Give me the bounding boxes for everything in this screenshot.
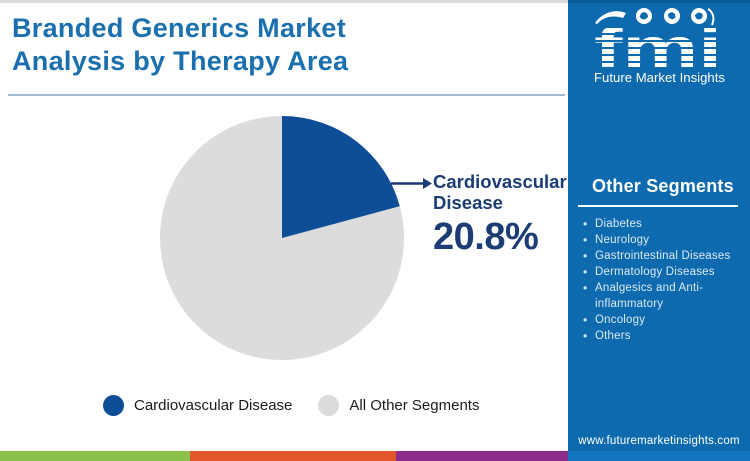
logo-tagline: Future Market Insights <box>594 71 725 85</box>
stripe-purple <box>396 451 568 461</box>
page-title: Branded Generics Market Analysis by Ther… <box>12 12 348 78</box>
sidebar: fmi Future Market Insights Other Segment… <box>568 0 750 461</box>
globe-icon <box>691 8 707 24</box>
callout-label: Cardiovascular Disease <box>433 171 567 213</box>
globe-icon <box>636 8 652 24</box>
orbit-arc-icon <box>707 8 715 26</box>
other-segments-panel: Other Segments Diabetes Neurology Gastro… <box>568 176 750 344</box>
chart-legend: Cardiovascular Disease All Other Segment… <box>103 395 479 416</box>
website-link[interactable]: www.futuremarketinsights.com <box>578 435 740 447</box>
list-item: Diabetes <box>583 216 742 232</box>
stripe-green <box>0 451 190 461</box>
page-title-line2: Analysis by Therapy Area <box>12 46 349 76</box>
swoosh-icon <box>595 11 626 24</box>
list-item: Neurology <box>583 232 742 248</box>
title-divider <box>8 94 565 96</box>
list-item: Others <box>583 328 742 344</box>
stripe-orange <box>190 451 396 461</box>
fmi-logo: fmi Future Market Insights <box>594 8 725 85</box>
chart-area: Branded Generics Market Analysis by Ther… <box>8 12 567 416</box>
logo-stripes <box>594 26 724 63</box>
other-segments-list: Diabetes Neurology Gastrointestinal Dise… <box>583 216 742 344</box>
globe-icon <box>664 8 680 24</box>
page-title-line1: Branded Generics Market <box>12 13 347 43</box>
other-segments-heading: Other Segments <box>592 176 734 196</box>
legend-dot-cardiovascular <box>103 395 124 416</box>
legend-label: All Other Segments <box>349 397 480 414</box>
footer-stripes <box>0 451 750 461</box>
heading-divider <box>578 205 738 207</box>
pie-callout: Cardiovascular Disease 20.8% <box>433 171 573 259</box>
callout-arrow-icon <box>391 178 432 189</box>
legend-label: Cardiovascular Disease <box>134 397 293 414</box>
legend-item-other-segments: All Other Segments <box>318 395 479 416</box>
list-item: Analgesics and Anti-inflammatory <box>583 280 742 312</box>
list-item: Oncology <box>583 312 742 328</box>
top-edge-shade <box>0 0 750 3</box>
pie-chart <box>160 116 404 360</box>
list-item: Gastrointestinal Diseases <box>583 248 742 264</box>
legend-item-cardiovascular: Cardiovascular Disease <box>103 395 292 416</box>
legend-dot-other-segments <box>318 395 340 416</box>
stripe-blue <box>568 451 750 461</box>
callout-value: 20.8% <box>433 216 539 258</box>
list-item: Dermatology Diseases <box>583 264 742 280</box>
pie-slice-cardiovascular <box>282 116 400 238</box>
